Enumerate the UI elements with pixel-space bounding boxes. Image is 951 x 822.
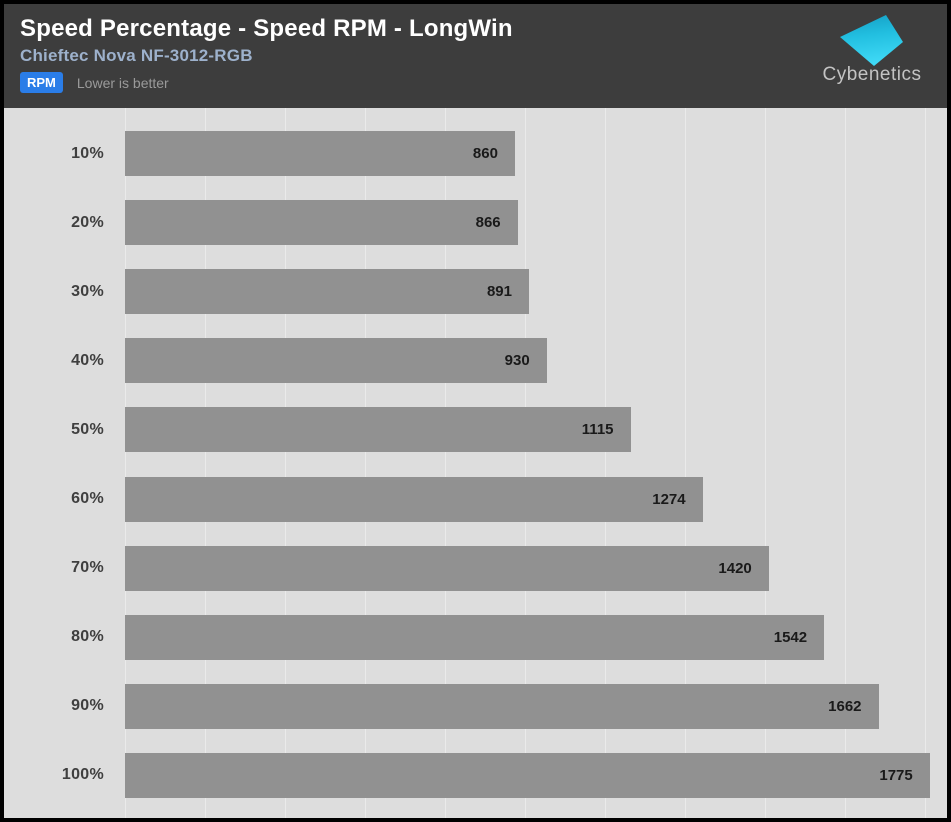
bar-value-label: 1115 [581,421,614,439]
lower-is-better-note: Lower is better [76,74,169,91]
bar-value-label: 1420 [718,559,752,577]
product-subtitle: Chieftec Nova NF-3012-RGB [20,46,253,65]
bar-value-label: 1542 [773,628,808,646]
chart-row: 100% 1775 [4,752,947,798]
chart-row: 90% 1662 [4,683,947,729]
chart-row: 40% 930 [4,338,947,384]
cybenetics-logo: Cybenetics [809,14,935,86]
bar-value-label: 866 [475,214,501,232]
category-label: 10% [71,144,104,162]
chart-area: 10% 860 20% 866 30% 891 40% 930 [4,108,947,818]
bar-track: 930 [125,338,947,384]
chart-row: 60% 1274 [4,476,947,522]
bar: 1115 [125,407,631,453]
chart-row: 50% 1115 [4,407,947,453]
category-label: 60% [71,490,104,508]
bar-track: 866 [125,200,947,246]
category-label: 70% [71,559,104,577]
bar-track: 1274 [125,476,947,522]
category-label: 50% [71,420,104,438]
bar: 891 [125,269,529,315]
bar: 1662 [125,683,879,729]
bar-value-label: 891 [486,283,512,301]
bar: 866 [125,200,518,246]
category-label: 20% [71,213,104,231]
chart-row: 20% 866 [4,200,947,246]
bar-value-label: 1775 [879,766,913,784]
chart-row: 10% 860 [4,131,947,176]
category-label: 40% [71,351,104,369]
bar: 1542 [125,614,825,660]
category-label: 30% [71,282,104,300]
bar: 930 [125,338,547,384]
chart-row: 80% 1542 [4,614,947,660]
bar-value-label: 1274 [652,490,686,508]
chart-row: 70% 1420 [4,545,947,591]
bar-track: 1775 [125,752,947,798]
bar: 1420 [125,545,769,591]
bar-track: 1420 [125,545,947,591]
bar-track: 1542 [125,614,947,660]
bar-track: 860 [125,131,947,176]
category-label: 90% [71,697,104,715]
category-label: 100% [61,766,104,784]
bar-track: 1115 [125,407,947,453]
page-title: Speed Percentage - Speed RPM - LongWin [20,15,513,42]
bar-track: 891 [125,269,947,315]
badge-row: RPM Lower is better [20,72,931,93]
unit-badge: RPM [20,72,63,93]
bar-track: 1662 [125,683,947,729]
bar: 1274 [125,476,703,522]
bar-value-label: 1662 [828,697,862,715]
bar-value-label: 930 [504,352,530,370]
cybenetics-logo-icon [840,15,903,66]
cybenetics-logo-text: Cybenetics [822,64,922,85]
bar-value-label: 860 [472,145,498,162]
chart-header: Speed Percentage - Speed RPM - LongWin C… [4,4,947,108]
bar: 1775 [125,752,930,798]
bar: 860 [125,131,515,176]
chart-rows: 10% 860 20% 866 30% 891 40% 930 [4,108,947,818]
category-label: 80% [71,628,104,646]
chart-row: 30% 891 [4,269,947,315]
